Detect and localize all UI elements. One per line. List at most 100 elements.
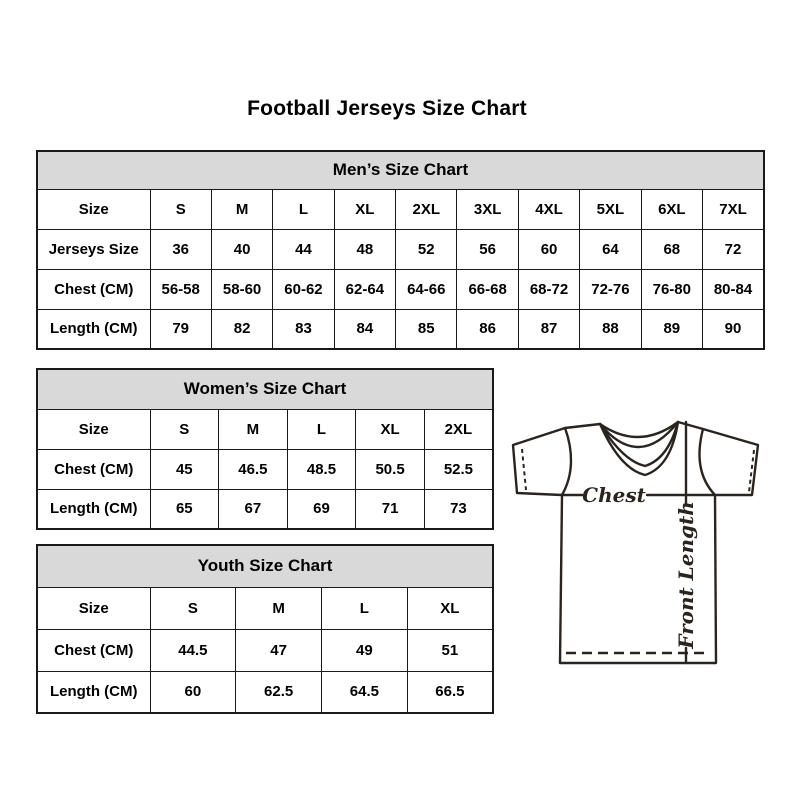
- row-label: Length (CM): [36, 488, 151, 530]
- table-cell: M: [218, 408, 288, 450]
- table-cell: 65: [149, 488, 220, 530]
- table-cell: 62-64: [333, 268, 397, 310]
- table-cell: 4XL: [517, 188, 581, 230]
- women-table-row: Length (CM) 65 67 69 71 73: [36, 488, 494, 530]
- table-cell: 52: [395, 228, 458, 270]
- jersey-outline: [511, 420, 760, 665]
- table-cell: S: [149, 188, 212, 230]
- table-cell: 60-62: [272, 268, 335, 310]
- table-cell: 44: [272, 228, 335, 270]
- men-table-row: Size S M L XL 2XL 3XL 4XL 5XL 6XL 7XL: [36, 188, 765, 230]
- youth-size-table: Youth Size Chart Size S M L XL Chest (CM) 44.5 4…: [36, 544, 494, 714]
- table-cell: 56-58: [149, 268, 212, 310]
- table-cell: 73: [423, 488, 494, 530]
- table-cell: 83: [272, 308, 335, 350]
- table-cell: 52.5: [423, 448, 494, 490]
- mens-size-table: Men’s Size Chart Size S M L XL 2XL 3XL 4XL 5XL 6XL…: [36, 150, 765, 350]
- table-cell: 90: [702, 308, 765, 350]
- table-cell: 50.5: [355, 448, 425, 490]
- left-armhole-seam: [560, 426, 573, 497]
- right-armhole-seam: [698, 427, 717, 497]
- table-cell: 46.5: [218, 448, 288, 490]
- collar-outer-v: [598, 420, 680, 477]
- table-cell: 79: [149, 308, 212, 350]
- jersey-measurement-diagram: Chest Front Length: [505, 412, 777, 674]
- table-cell: 89: [640, 308, 704, 350]
- front-length-label: Front Length: [674, 501, 698, 650]
- table-cell: XL: [333, 188, 397, 230]
- table-cell: 64-66: [395, 268, 458, 310]
- table-cell: S: [149, 408, 220, 450]
- table-cell: XL: [406, 586, 494, 630]
- collar-back-arc: [598, 420, 680, 439]
- men-table-row: Chest (CM) 56-58 58-60 60-62 62-64 64-66 66-68…: [36, 268, 765, 310]
- table-cell: 40: [210, 228, 274, 270]
- table-cell: 2XL: [423, 408, 494, 450]
- table-cell: 3XL: [456, 188, 519, 230]
- row-label: Length (CM): [36, 308, 151, 350]
- row-label: Size: [36, 586, 151, 630]
- table-cell: 48: [333, 228, 397, 270]
- row-label: Size: [36, 188, 151, 230]
- table-cell: 6XL: [640, 188, 704, 230]
- women-table-row: Chest (CM) 45 46.5 48.5 50.5 52.5: [36, 448, 494, 490]
- women-table-row: Size S M L XL 2XL: [36, 408, 494, 450]
- table-cell: 60: [517, 228, 581, 270]
- table-cell: 67: [218, 488, 288, 530]
- table-cell: 5XL: [579, 188, 642, 230]
- table-cell: 58-60: [210, 268, 274, 310]
- table-cell: M: [210, 188, 274, 230]
- page-title: Football Jerseys Size Chart: [247, 97, 527, 120]
- collar-inner-v: [598, 420, 680, 468]
- table-cell: 44.5: [149, 628, 237, 672]
- table-cell: L: [321, 586, 408, 630]
- table-cell: 87: [517, 308, 581, 350]
- table-cell: S: [149, 586, 237, 630]
- table-cell: XL: [355, 408, 425, 450]
- table-cell: 49: [321, 628, 408, 672]
- table-cell: 2XL: [395, 188, 458, 230]
- table-cell: 68: [640, 228, 704, 270]
- men-table-title: Men’s Size Chart: [36, 150, 765, 190]
- row-label: Chest (CM): [36, 448, 151, 490]
- youth-table-row: Length (CM) 60 62.5 64.5 66.5: [36, 670, 494, 714]
- table-cell: 72: [702, 228, 765, 270]
- table-cell: 36: [149, 228, 212, 270]
- table-cell: 71: [355, 488, 425, 530]
- table-cell: 66-68: [456, 268, 519, 310]
- men-table-row: Jerseys Size 36 40 44 48 52 56 60 64 68 72: [36, 228, 765, 270]
- table-cell: L: [286, 408, 357, 450]
- table-cell: 7XL: [702, 188, 765, 230]
- table-cell: 69: [286, 488, 357, 530]
- row-label: Length (CM): [36, 670, 151, 714]
- row-label: Chest (CM): [36, 268, 151, 310]
- youth-table-row: Size S M L XL: [36, 586, 494, 630]
- table-cell: 60: [149, 670, 237, 714]
- table-cell: 84: [333, 308, 397, 350]
- row-label: Size: [36, 408, 151, 450]
- table-cell: 64.5: [321, 670, 408, 714]
- chest-label: Chest: [582, 483, 646, 507]
- collar-band-arc: [598, 420, 680, 449]
- table-cell: 64: [579, 228, 642, 270]
- table-cell: 82: [210, 308, 274, 350]
- table-cell: 88: [579, 308, 642, 350]
- table-cell: 62.5: [235, 670, 322, 714]
- table-cell: L: [272, 188, 335, 230]
- table-cell: 66.5: [406, 670, 494, 714]
- table-cell: 76-80: [640, 268, 704, 310]
- table-cell: 45: [149, 448, 220, 490]
- table-cell: M: [235, 586, 322, 630]
- womens-size-table: Women’s Size Chart Size S M L XL 2XL Chest (CM)…: [36, 368, 494, 530]
- youth-table-title: Youth Size Chart: [36, 544, 494, 588]
- left-cuff-dashed-line: [521, 448, 527, 491]
- table-cell: 48.5: [286, 448, 357, 490]
- row-label: Jerseys Size: [36, 228, 151, 270]
- table-cell: 85: [395, 308, 458, 350]
- table-cell: 68-72: [517, 268, 581, 310]
- table-cell: 47: [235, 628, 322, 672]
- youth-table-row: Chest (CM) 44.5 47 49 51: [36, 628, 494, 672]
- table-cell: 86: [456, 308, 519, 350]
- row-label: Chest (CM): [36, 628, 151, 672]
